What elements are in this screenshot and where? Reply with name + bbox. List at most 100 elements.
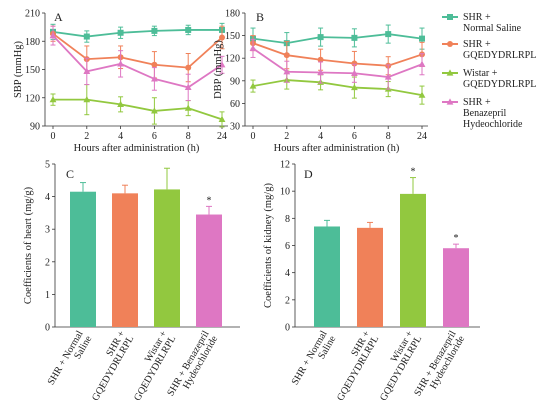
- y-tick-label: 150: [225, 31, 240, 42]
- data-point: [317, 34, 324, 41]
- x-tick-label: 6: [352, 131, 357, 142]
- data-point: [83, 67, 91, 74]
- y-tick-label: 180: [225, 9, 240, 20]
- data-point: [351, 60, 358, 67]
- series-line: [52, 32, 223, 69]
- y-tick-label: 180: [25, 37, 40, 48]
- legend-item-shr-benazepril: SHR +BenazeprilHydeochloride: [442, 97, 523, 130]
- data-point: [419, 35, 425, 42]
- data-point: [83, 96, 91, 103]
- y-tick-label: 150: [25, 65, 40, 76]
- data-point: [317, 68, 324, 76]
- data-point: [151, 107, 158, 114]
- y-tick-label: 120: [225, 54, 240, 65]
- panel-label: A: [54, 10, 63, 24]
- y-tick-label: 0: [45, 323, 50, 334]
- data-point: [49, 96, 57, 103]
- y-tick-label: 0: [285, 323, 290, 334]
- y-axis-label: Coefficients of heart (mg/g): [23, 186, 34, 304]
- series-wistar-peptide: [49, 84, 226, 128]
- bar: [357, 227, 383, 327]
- y-tick-label: 60: [230, 99, 240, 110]
- x-tick-label: 2: [84, 131, 89, 142]
- bar: [400, 193, 426, 327]
- data-point: [185, 64, 192, 71]
- y-tick-label: 210: [25, 9, 40, 20]
- x-tick-label: 24: [217, 131, 227, 142]
- data-point: [151, 27, 158, 34]
- y-tick-label: 2: [285, 295, 290, 306]
- series-line: [252, 33, 423, 45]
- x-tick-label: 8: [386, 131, 391, 142]
- data-point: [351, 69, 358, 76]
- legend-label: GQEDYDRLRPL: [463, 79, 536, 90]
- series-line: [252, 79, 423, 96]
- legend-label: SHR +: [463, 39, 491, 50]
- legend-swatch-marker: [447, 41, 453, 47]
- bar: [70, 191, 96, 327]
- data-point: [117, 60, 124, 67]
- data-point: [49, 32, 57, 39]
- data-point: [151, 61, 158, 68]
- y-tick-label: 90: [230, 76, 240, 87]
- legend-label: Normal Saline: [463, 23, 522, 34]
- data-point: [184, 83, 192, 90]
- data-point: [317, 56, 324, 63]
- y-tick-label: 30: [230, 122, 240, 133]
- data-point: [418, 91, 426, 98]
- bar: [443, 248, 469, 327]
- legend-item-wistar-peptide: Wistar +GQEDYDRLRPL: [442, 68, 536, 90]
- x-tick-label: 4: [118, 131, 123, 142]
- y-tick-label: 5: [45, 160, 50, 171]
- y-tick-label: 12: [280, 160, 290, 171]
- series-shr-saline: [250, 24, 425, 55]
- series-line: [53, 98, 223, 121]
- x-axis-label: Hours after administration (h): [274, 143, 400, 154]
- data-point: [117, 100, 124, 107]
- data-point: [351, 83, 358, 91]
- legend-item-shr-saline: SHR +Normal Saline: [442, 12, 522, 34]
- y-tick-label: 90: [30, 122, 40, 133]
- legend-label: Wistar +: [463, 68, 498, 79]
- x-tick-label: 4: [318, 131, 323, 142]
- legend-label: SHR +: [463, 97, 491, 108]
- series-line: [252, 42, 423, 67]
- series-shr-benazepril: [49, 25, 226, 102]
- series-wistar-peptide: [249, 70, 426, 105]
- y-tick-label: 4: [45, 192, 50, 203]
- bar: [154, 189, 180, 327]
- legend-label: SHR +: [463, 12, 491, 23]
- x-tick-label: SHR + NormalSaline: [290, 329, 339, 392]
- bar: [196, 214, 222, 327]
- bar-chart-C: 0 1 2 3 4 5 C Coefficients of heart (mg/g) SHR +…: [23, 160, 240, 400]
- legend-label: Hydeochloride: [463, 119, 523, 130]
- x-tick-label: 2: [284, 131, 289, 142]
- legend-swatch-marker: [446, 98, 454, 105]
- series-line: [52, 34, 223, 89]
- data-point: [249, 44, 257, 52]
- significance-mark: *: [411, 167, 416, 178]
- y-tick-label: 8: [285, 214, 290, 225]
- y-axis-label: SBP (mmHg): [13, 40, 24, 98]
- significance-mark: *: [454, 233, 459, 244]
- panel-label: B: [256, 10, 264, 24]
- data-point: [385, 31, 392, 38]
- x-tick-label: 6: [152, 131, 157, 142]
- data-point: [283, 68, 291, 75]
- data-point: [184, 104, 192, 111]
- y-tick-label: 2: [45, 257, 50, 268]
- y-tick-label: 120: [25, 93, 40, 104]
- series-shr-benazepril: [249, 38, 426, 90]
- legend-item-shr-peptide: SHR +GQEDYDRLRPL: [442, 39, 536, 61]
- data-point: [218, 115, 226, 123]
- data-point: [219, 34, 225, 41]
- x-tick-label: 0: [251, 131, 256, 142]
- panel-label: D: [304, 167, 313, 181]
- data-point: [283, 52, 290, 59]
- legend-label: GQEDYDRLRPL: [463, 50, 536, 61]
- data-point: [185, 26, 192, 33]
- x-tick-label: 0: [51, 131, 56, 142]
- legend-swatch-marker: [447, 14, 453, 20]
